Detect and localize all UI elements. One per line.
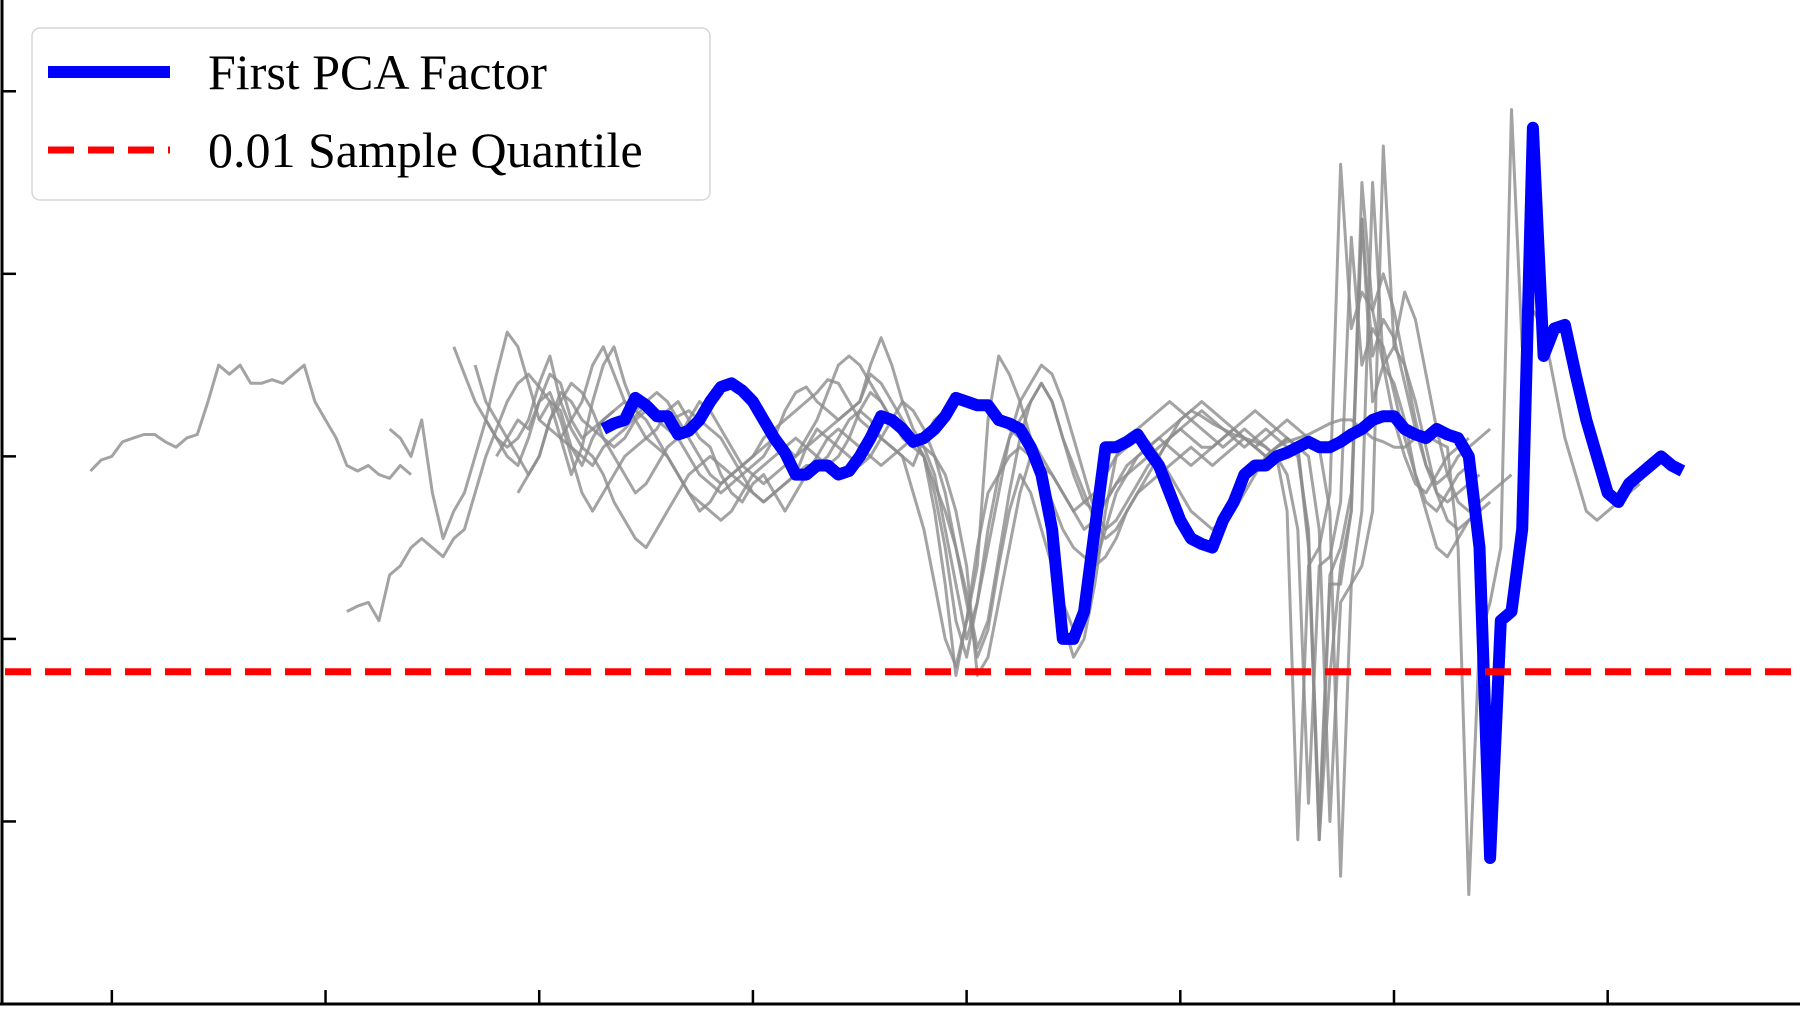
background-series-5 xyxy=(473,162,1470,842)
background-series-4 xyxy=(452,181,1492,823)
legend-box xyxy=(31,27,711,201)
legend: First PCA Factor 0.01 Sample Quantile xyxy=(31,27,711,201)
main-series-group xyxy=(600,121,1686,864)
background-series-3 xyxy=(388,108,1641,896)
background-series-2 xyxy=(346,372,615,623)
legend-label-first-pca-factor: First PCA Factor xyxy=(208,44,547,100)
background-series-10 xyxy=(559,217,1481,823)
background-series-1 xyxy=(89,363,412,480)
series-line-first-pca-factor xyxy=(600,121,1686,864)
background-series-group xyxy=(89,108,1641,896)
background-series-7 xyxy=(495,235,1470,805)
legend-label-sample-quantile: 0.01 Sample Quantile xyxy=(208,122,643,178)
